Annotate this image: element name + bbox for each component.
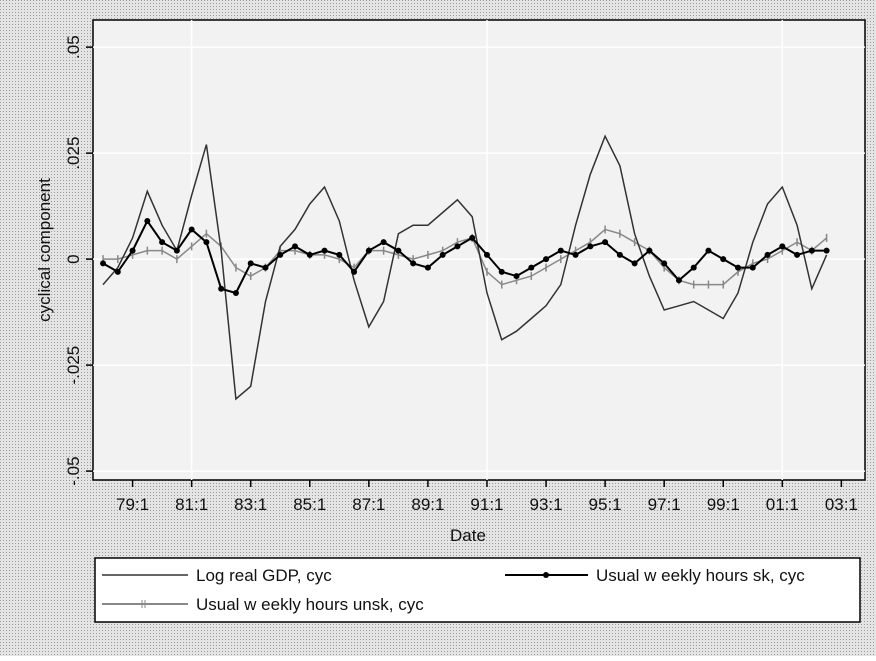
point	[764, 251, 771, 258]
y-tick-label: -.025	[64, 346, 83, 385]
x-tick-label: 79:1	[116, 495, 149, 514]
legend-label: Usual w eekly hours sk, cyc	[596, 566, 805, 585]
point	[735, 264, 742, 271]
x-tick-label: 83:1	[234, 495, 267, 514]
series-line	[102, 134, 828, 401]
x-tick-label: 01:1	[766, 495, 799, 514]
legend-marker	[141, 600, 146, 608]
point	[424, 264, 431, 271]
point	[218, 285, 225, 292]
point	[469, 234, 476, 241]
point	[351, 268, 358, 275]
point	[277, 251, 284, 258]
point	[690, 264, 697, 271]
legend-label: Usual w eekly hours unsk, cyc	[196, 595, 424, 614]
point	[410, 260, 417, 267]
point	[616, 251, 623, 258]
point	[705, 247, 712, 254]
legend	[94, 557, 861, 623]
y-tick-label: .025	[64, 137, 83, 170]
point	[779, 243, 786, 250]
point	[203, 239, 210, 246]
y-tick-label: 0	[64, 254, 83, 263]
point	[513, 273, 520, 280]
point	[173, 247, 180, 254]
point	[749, 264, 756, 271]
point	[675, 277, 682, 284]
point	[808, 247, 815, 254]
x-tick-label: 81:1	[175, 495, 208, 514]
point	[262, 264, 269, 271]
point	[129, 247, 136, 254]
y-axis-label: cyclical component	[35, 178, 54, 322]
point	[646, 247, 653, 254]
legend-marker	[543, 572, 549, 578]
point	[587, 243, 594, 250]
point	[159, 239, 166, 246]
point	[557, 247, 564, 254]
point	[498, 268, 505, 275]
point	[321, 247, 328, 254]
point	[661, 260, 668, 267]
x-tick-label: 85:1	[293, 495, 326, 514]
point	[100, 260, 107, 267]
point	[528, 264, 535, 271]
x-tick-label: 03:1	[825, 495, 858, 514]
point	[439, 251, 446, 258]
x-tick-label: 95:1	[589, 495, 622, 514]
series-line	[103, 228, 828, 286]
point	[631, 260, 638, 267]
plot: -.05 -.025 0 .025 .05 79:1 81:1 83:1 85:1 87:1 89:…	[64, 20, 865, 514]
y-tick-label: -.05	[64, 456, 83, 485]
point	[247, 260, 254, 267]
legend-label: Log real GDP, cyc	[196, 566, 332, 585]
point	[306, 251, 313, 258]
point	[380, 239, 387, 246]
point	[720, 256, 727, 263]
point	[483, 251, 490, 258]
point	[794, 251, 801, 258]
x-tick-label: 93:1	[529, 495, 562, 514]
point	[602, 239, 609, 246]
x-tick-label: 91:1	[470, 495, 503, 514]
point	[232, 290, 239, 297]
point	[572, 251, 579, 258]
point	[114, 268, 121, 275]
point	[365, 247, 372, 254]
point	[188, 226, 195, 233]
point	[395, 247, 402, 254]
point	[292, 243, 299, 250]
x-tick-label: 87:1	[352, 495, 385, 514]
x-tick-label: 97:1	[648, 495, 681, 514]
point	[454, 243, 461, 250]
x-tick-label: 99:1	[707, 495, 740, 514]
point	[336, 251, 343, 258]
x-tick-label: 89:1	[411, 495, 444, 514]
y-tick-label: .05	[64, 35, 83, 59]
point	[823, 247, 830, 254]
point	[144, 217, 151, 224]
point	[543, 256, 550, 263]
x-axis-label: Date	[450, 526, 486, 545]
